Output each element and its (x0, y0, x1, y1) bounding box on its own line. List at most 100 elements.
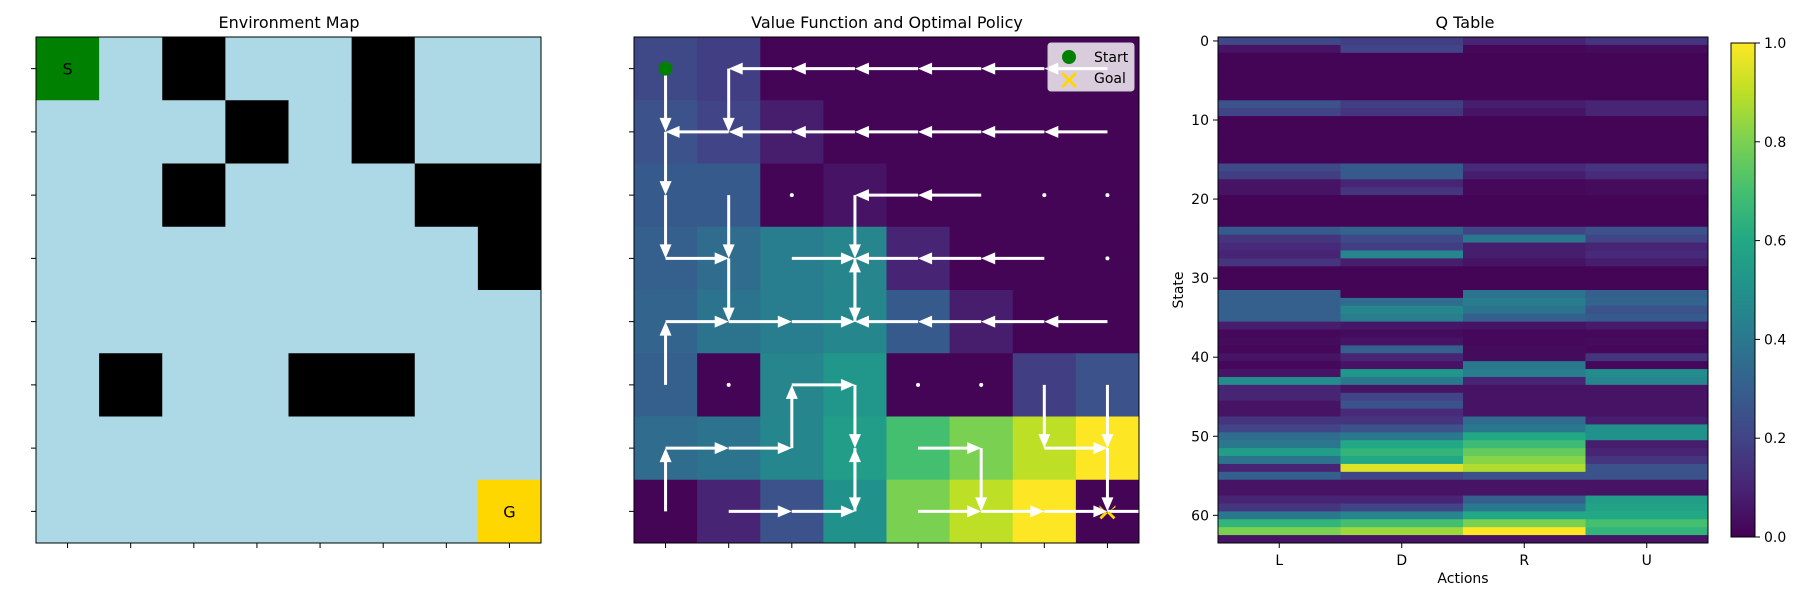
policy-arrowhead (1101, 497, 1114, 512)
q-x-tick-label-U: U (1642, 553, 1652, 569)
q-cell-10-2 (1463, 116, 1586, 125)
env-cell-5-7 (477, 353, 542, 417)
env-cell-7-5 (351, 479, 416, 544)
q-cell-11-1 (1340, 123, 1464, 133)
q-cell-58-2 (1463, 495, 1586, 504)
env-cell-4-6 (414, 290, 479, 354)
q-cell-35-1 (1340, 313, 1464, 323)
q-cell-56-2 (1463, 479, 1586, 489)
policy-arrowhead (981, 315, 996, 328)
q-cell-63-3 (1585, 535, 1709, 544)
q-cell-43-2 (1463, 376, 1586, 386)
q-cell-3-1 (1340, 60, 1464, 70)
q-cell-61-1 (1340, 519, 1464, 528)
q-cell-50-1 (1340, 432, 1464, 441)
q-cell-0-2 (1463, 37, 1586, 46)
q-cell-35-0 (1218, 313, 1341, 323)
q-cell-21-2 (1463, 203, 1586, 212)
q-cell-22-1 (1340, 210, 1464, 220)
policy-arrowhead (840, 252, 855, 265)
env-cell-label: H (503, 249, 515, 268)
q-cell-61-3 (1585, 519, 1709, 528)
env-cell-6-1 (99, 416, 163, 481)
q-cell-38-1 (1340, 337, 1464, 346)
q-cell-47-0 (1218, 408, 1341, 417)
q-cell-20-2 (1463, 195, 1586, 204)
q-cell-50-3 (1585, 432, 1709, 441)
q-cell-15-3 (1585, 155, 1709, 164)
q-cell-59-3 (1585, 503, 1709, 512)
colorbar-tick-label: 0.8 (1764, 135, 1786, 151)
q-table-y-ticks: 0 10 20 30 40 50 60 (1191, 34, 1218, 524)
q-cell-56-3 (1585, 479, 1709, 489)
policy-arrowhead (659, 448, 672, 463)
policy-arrowhead (659, 244, 672, 259)
q-cell-43-1 (1340, 376, 1464, 386)
q-cell-18-0 (1218, 179, 1341, 188)
q-cell-16-2 (1463, 163, 1586, 172)
policy-arrowhead (854, 125, 869, 138)
q-cell-45-1 (1340, 392, 1464, 402)
q-cell-53-0 (1218, 456, 1341, 465)
q-y-tick-label: 60 (1191, 508, 1209, 524)
q-cell-8-0 (1218, 100, 1341, 109)
q-table-panel: Q Table L D R U 0 10 20 30 40 50 60 Actions State (1171, 13, 1709, 587)
q-cell-23-2 (1463, 218, 1586, 228)
start-marker (658, 61, 673, 76)
env-cell-2-0 (36, 163, 100, 228)
q-cell-59-2 (1463, 503, 1586, 512)
env-cell-7-6 (414, 479, 479, 544)
q-cell-13-2 (1463, 139, 1586, 149)
q-cell-45-0 (1218, 392, 1341, 402)
q-cell-29-1 (1340, 266, 1464, 275)
q-cell-19-3 (1585, 187, 1709, 196)
q-cell-13-3 (1585, 139, 1709, 149)
env-cell-6-6 (414, 416, 479, 481)
env-cell-6-2 (162, 416, 226, 481)
q-cell-13-1 (1340, 139, 1464, 149)
colorbar-gradient (1730, 42, 1756, 538)
q-cell-42-1 (1340, 369, 1464, 378)
env-cell-4-5 (351, 290, 416, 354)
env-cell-label: H (440, 186, 452, 205)
env-cell-7-3 (225, 479, 289, 544)
q-cell-38-0 (1218, 337, 1341, 346)
env-cell-4-2 (162, 290, 226, 354)
start-goal-markers (658, 61, 1116, 520)
q-cell-37-0 (1218, 329, 1341, 338)
env-cell-1-2 (162, 100, 226, 164)
env-cell-0-7 (477, 37, 542, 101)
env-cell-1-6 (414, 100, 479, 164)
policy-arrowhead (840, 505, 855, 518)
q-cell-34-2 (1463, 305, 1586, 315)
q-cell-34-0 (1218, 305, 1341, 315)
policy-arrowhead (854, 315, 869, 328)
q-cell-19-1 (1340, 187, 1464, 196)
q-cell-29-3 (1585, 266, 1709, 275)
q-cell-10-0 (1218, 116, 1341, 125)
q-cell-0-1 (1340, 37, 1464, 46)
q-cell-44-1 (1340, 384, 1464, 394)
q-cell-4-2 (1463, 68, 1586, 78)
q-cell-2-3 (1585, 52, 1709, 62)
q-cell-20-1 (1340, 195, 1464, 204)
env-cell-2-4 (288, 163, 353, 228)
q-cell-1-0 (1218, 44, 1341, 54)
policy-arrowhead (777, 505, 792, 518)
q-cell-19-0 (1218, 187, 1341, 196)
q-cell-41-1 (1340, 361, 1464, 370)
q-cell-11-2 (1463, 123, 1586, 133)
q-cell-36-1 (1340, 321, 1464, 331)
q-y-tick-label: 10 (1191, 113, 1209, 129)
policy-arrowhead (918, 189, 933, 202)
q-cell-5-3 (1585, 76, 1709, 85)
policy-arrowhead (659, 181, 672, 196)
env-cell-4-3 (225, 290, 289, 354)
q-table-frame (1217, 36, 1709, 544)
q-cell-25-1 (1340, 234, 1464, 244)
q-cell-40-0 (1218, 353, 1341, 362)
q-cell-19-2 (1463, 187, 1586, 196)
q-cell-62-2 (1463, 527, 1586, 536)
env-cell-0-1 (99, 37, 163, 101)
